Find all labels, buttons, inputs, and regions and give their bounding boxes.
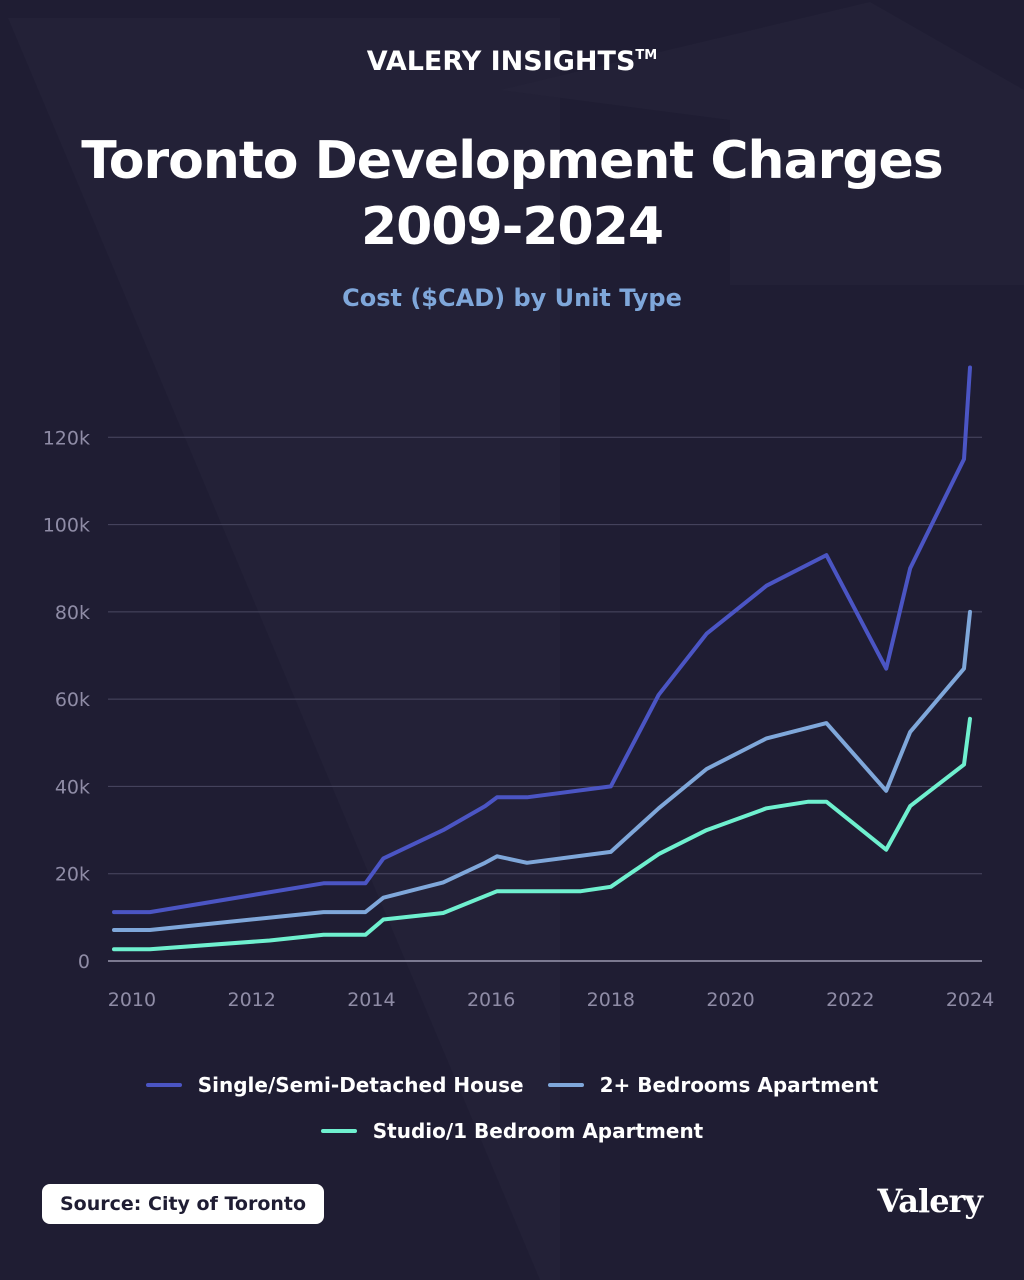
decorative-house-shape: [500, 2, 1024, 285]
x-tick-label: 2016: [467, 989, 515, 1011]
x-tick-label: 2010: [108, 989, 156, 1011]
y-tick-label: 20k: [55, 864, 90, 886]
series-line-house: [112, 365, 972, 915]
line-chart: 0 20k 40k 60k 80k 100k 120k 2010 2012 2014 2016 201…: [43, 365, 994, 1011]
x-tick-label: 2020: [706, 989, 754, 1011]
series-layer: [112, 365, 972, 952]
chart-title: Toronto Development Charges 2009-2024: [0, 128, 1024, 260]
trademark-mark: TM: [635, 48, 658, 63]
y-tick-label: 40k: [55, 776, 90, 798]
x-tick-label: 2024: [946, 989, 994, 1011]
source-badge: Source: City of Toronto: [42, 1184, 325, 1224]
legend-label-studio: Studio/1 Bedroom Apartment: [372, 1119, 704, 1143]
chart-subtitle: Cost ($CAD) by Unit Type: [342, 284, 682, 312]
y-tick-label: 0: [78, 951, 90, 973]
x-tick-label: 2018: [587, 989, 635, 1011]
y-tick-label: 120k: [43, 427, 90, 449]
brand-title: VALERY INSIGHTSTM: [0, 46, 1024, 77]
legend-item-house: Single/Semi-Detached House: [145, 1073, 524, 1097]
axis-layer: 0 20k 40k 60k 80k 100k 120k 2010 2012 2014 2016 201…: [43, 427, 994, 1011]
legend-item-2bed: 2+ Bedrooms Apartment: [547, 1073, 879, 1097]
legend-item-studio: Studio/1 Bedroom Apartment: [320, 1119, 704, 1143]
series-line-studio: [112, 716, 972, 952]
grid-layer: [108, 436, 982, 962]
brand-name: VALERY INSIGHTS: [366, 46, 636, 77]
legend-swatch-house: [145, 1083, 182, 1087]
series-line-2bed: [112, 609, 972, 932]
chart-title-line2: 2009-2024: [360, 197, 664, 257]
y-tick-label: 100k: [43, 515, 90, 537]
x-tick-label: 2022: [826, 989, 874, 1011]
y-tick-label: 60k: [55, 689, 90, 711]
legend-swatch-studio: [320, 1129, 357, 1133]
valery-logo: Valery: [877, 1182, 983, 1220]
chart-legend: Single/Semi-Detached House 2+ Bedrooms A…: [0, 1062, 1024, 1154]
legend-row-1: Single/Semi-Detached House 2+ Bedrooms A…: [0, 1062, 1024, 1108]
x-tick-label: 2014: [347, 989, 395, 1011]
legend-row-2: Studio/1 Bedroom Apartment: [0, 1108, 1024, 1154]
decorative-v-shape: [8, 18, 560, 1280]
y-tick-label: 80k: [55, 602, 90, 624]
legend-label-2bed: 2+ Bedrooms Apartment: [599, 1073, 879, 1097]
legend-label-house: Single/Semi-Detached House: [197, 1073, 524, 1097]
legend-swatch-2bed: [547, 1083, 584, 1087]
chart-title-line1: Toronto Development Charges: [81, 131, 944, 191]
x-tick-label: 2012: [227, 989, 275, 1011]
